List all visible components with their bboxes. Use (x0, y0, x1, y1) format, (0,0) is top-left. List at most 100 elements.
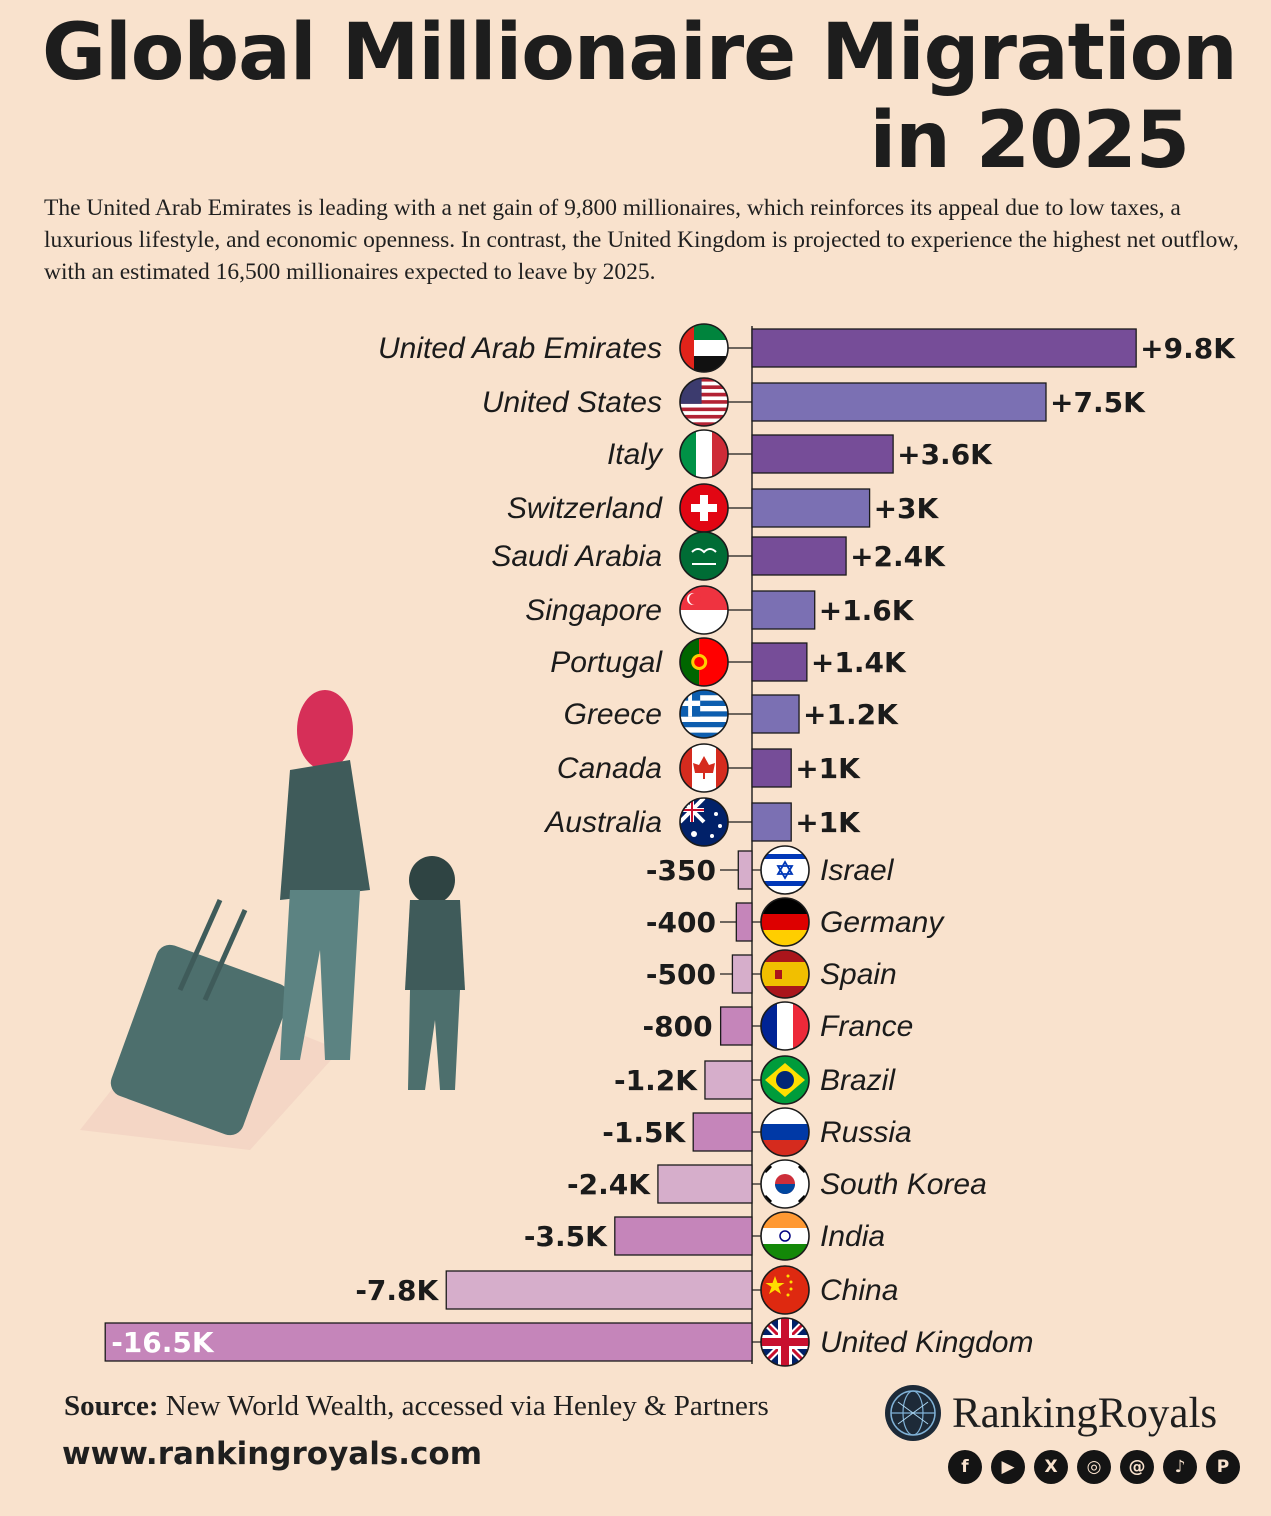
bar-united-kingdom (104, 1322, 753, 1362)
value-label-singapore: +1.6K (819, 594, 915, 627)
tiktok-icon[interactable]: ♪ (1163, 1450, 1197, 1484)
greece-flag-icon-ring (679, 689, 729, 739)
singapore-flag-icon-ring (679, 585, 729, 635)
brand-globe-icon (885, 1385, 941, 1441)
south-korea-flag-icon (761, 1160, 809, 1208)
title-line-2: in 2025 (869, 96, 1190, 186)
country-label-singapore: Singapore (525, 594, 662, 627)
bar-south-korea (657, 1164, 753, 1204)
country-label-australia: Australia (543, 806, 662, 839)
india-flag-icon-ring (760, 1211, 810, 1261)
country-label-russia: Russia (820, 1116, 912, 1149)
traveler-illustration (80, 690, 465, 1150)
switzerland-flag-icon (680, 484, 728, 532)
bar-china (445, 1270, 753, 1310)
country-label-china: China (820, 1274, 898, 1307)
china-flag-icon (761, 1266, 809, 1314)
country-label-south-korea: South Korea (820, 1168, 987, 1201)
country-label-portugal: Portugal (550, 646, 663, 679)
country-label-germany: Germany (820, 906, 945, 939)
bar-greece (751, 694, 800, 734)
country-label-italy: Italy (607, 438, 664, 471)
australia-flag-icon (680, 798, 728, 846)
bar-india (614, 1216, 753, 1256)
bar-australia (751, 802, 792, 842)
uk-flag-icon-ring (760, 1317, 810, 1367)
value-label-portugal: +1.4K (811, 646, 907, 679)
bar-chart: +9.8K United Arab Emirates +7.5K United Sta… (104, 323, 1236, 1367)
bar-italy (751, 434, 894, 474)
source-label: Source: (64, 1390, 159, 1422)
country-label-canada: Canada (557, 752, 662, 785)
country-label-switzerland: Switzerland (507, 492, 663, 525)
facebook-icon[interactable]: f (948, 1450, 982, 1484)
country-label-united-arab-emirates: United Arab Emirates (378, 332, 662, 365)
spain-flag-icon-ring (760, 949, 810, 999)
south-korea-flag-icon-ring (760, 1159, 810, 1209)
value-label-france: -800 (643, 1010, 713, 1043)
instagram-icon[interactable]: ◎ (1077, 1450, 1111, 1484)
value-label-greece: +1.2K (803, 698, 899, 731)
value-label-israel: -350 (646, 854, 716, 887)
bar-saudi-arabia (751, 536, 847, 576)
portugal-flag-icon-ring (679, 637, 729, 687)
bar-singapore (751, 590, 816, 630)
brand-name: RankingRoyals (952, 1389, 1218, 1437)
subtitle: The United Arab Emirates is leading with… (44, 195, 1239, 285)
israel-flag-icon-ring (760, 845, 810, 895)
value-label-italy: +3.6K (897, 438, 993, 471)
x-icon[interactable]: X (1034, 1450, 1068, 1484)
country-label-france: France (820, 1010, 913, 1043)
value-label-china: -7.8K (355, 1274, 439, 1307)
country-label-brazil: Brazil (820, 1064, 896, 1097)
country-label-spain: Spain (820, 958, 897, 991)
value-label-saudi-arabia: +2.4K (850, 540, 946, 573)
bar-spain (731, 954, 753, 994)
value-label-india: -3.5K (524, 1220, 608, 1253)
youtube-icon[interactable]: ▶ (991, 1450, 1025, 1484)
china-flag-icon-ring (760, 1265, 810, 1315)
uae-flag-icon-ring (679, 323, 729, 373)
social-icons: f ▶ X ◎ @ ♪ P (948, 1450, 1240, 1484)
saudi-arabia-flag-icon (680, 532, 728, 580)
bar-portugal (751, 642, 808, 682)
bar-germany (735, 902, 753, 942)
bar-switzerland (751, 488, 871, 528)
germany-flag-icon-ring (760, 897, 810, 947)
bar-united-states (751, 382, 1047, 422)
brand: RankingRoyals (884, 1384, 1217, 1442)
title-line-1: Global Millionaire Migration (42, 8, 1238, 98)
bar-united-arab-emirates (751, 328, 1137, 368)
value-label-united-arab-emirates: +9.8K (1140, 332, 1236, 365)
value-label-germany: -400 (646, 906, 716, 939)
threads-icon[interactable]: @ (1120, 1450, 1154, 1484)
russia-flag-icon-ring (760, 1107, 810, 1157)
canada-flag-icon-ring (679, 743, 729, 793)
israel-flag-icon (761, 846, 809, 894)
usa-flag-icon-ring (679, 377, 729, 427)
value-label-switzerland: +3K (874, 492, 940, 525)
country-label-united-kingdom: United Kingdom (820, 1326, 1033, 1359)
uk-flag-icon (761, 1318, 809, 1366)
source-line: Source: New World Wealth, accessed via H… (64, 1390, 769, 1423)
australia-flag-icon-ring (679, 797, 729, 847)
bar-france (719, 1006, 753, 1046)
country-label-united-states: United States (482, 386, 662, 419)
pinterest-icon[interactable]: P (1206, 1450, 1240, 1484)
bar-brazil (704, 1060, 753, 1100)
value-label-spain: -500 (646, 958, 716, 991)
bar-canada (751, 748, 792, 788)
bar-russia (692, 1112, 753, 1152)
value-label-australia: +1K (795, 806, 861, 839)
brazil-flag-icon-ring (760, 1055, 810, 1105)
value-label-south-korea: -2.4K (567, 1168, 651, 1201)
country-label-india: India (820, 1220, 885, 1253)
value-label-canada: +1K (795, 752, 861, 785)
saudi-arabia-flag-icon-ring (679, 531, 729, 581)
value-label-united-states: +7.5K (1050, 386, 1146, 419)
value-label-united-kingdom: -16.5K (111, 1326, 215, 1359)
bar-israel (737, 850, 753, 890)
source-text: New World Wealth, accessed via Henley & … (158, 1390, 769, 1422)
website-link[interactable]: www.rankingroyals.com (62, 1436, 483, 1472)
italy-flag-icon-ring (679, 429, 729, 479)
